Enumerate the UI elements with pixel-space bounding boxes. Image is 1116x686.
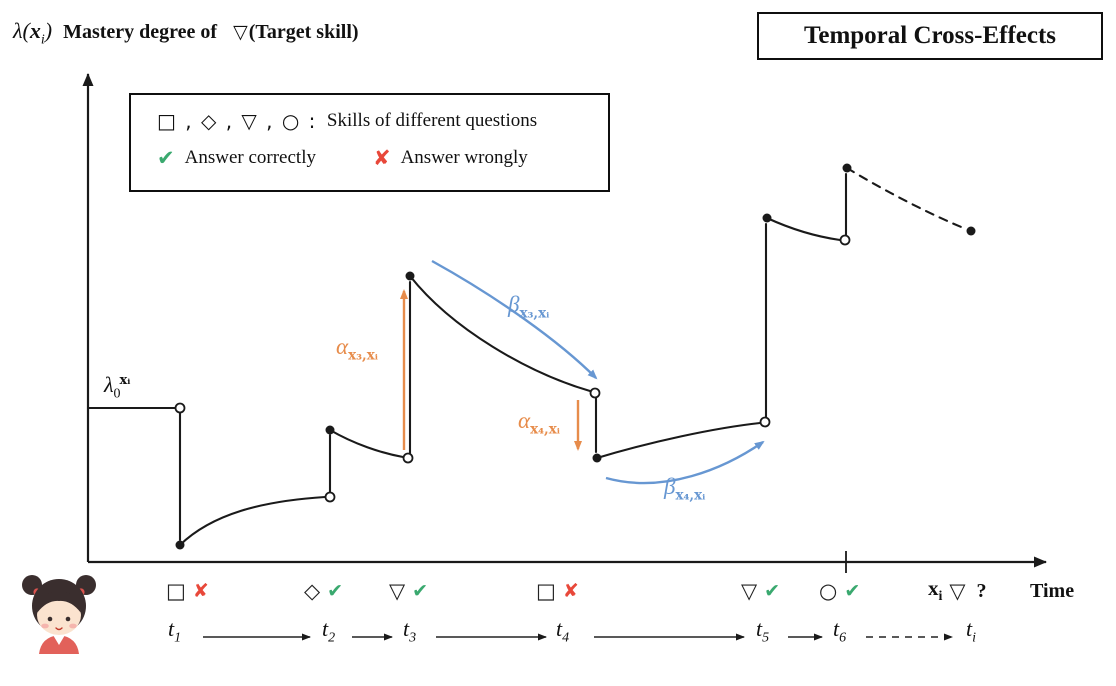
correct-icon: ✔ <box>764 580 781 602</box>
time-t1: t1 <box>168 616 182 646</box>
target-skill-text: (Target skill) <box>248 21 359 43</box>
beta-decay-arrows <box>431 259 765 485</box>
square-skill-icon: □ <box>166 579 186 603</box>
event-mark-ti: xi ▽ ? <box>928 576 987 606</box>
event-mark-t1: □ ✘ <box>166 576 209 606</box>
alpha-x3-label: αx₃,xᵢ <box>336 334 379 364</box>
unknown-result-label: ? <box>976 579 987 602</box>
initial-mastery-label: λ0xᵢ <box>104 372 131 402</box>
legend-results-row: ✔ Answer correctly ✘ Answer wrongly <box>157 146 608 170</box>
square-skill-icon: □ <box>536 579 556 603</box>
event-mark-t2: ◇ ✔ <box>304 576 343 606</box>
target-skill-triangle-icon: ▽ <box>233 21 248 43</box>
alpha-x4-label: αx₄,xᵢ <box>518 408 561 438</box>
beta-x4-arrow <box>605 440 765 485</box>
curve-points <box>174 163 976 550</box>
time-t5: t5 <box>756 616 770 646</box>
time-t6: t6 <box>833 616 847 646</box>
lambda-x-label: λ(xi) <box>13 18 53 48</box>
beta-x4-label: βx₄,xᵢ <box>664 474 706 504</box>
correct-icon: ✔ <box>844 580 861 602</box>
wrong-icon: ✘ <box>562 580 579 602</box>
time-t3: t3 <box>403 616 417 646</box>
triangle-skill-icon: ▽ <box>949 579 966 603</box>
time-t2: t2 <box>322 616 336 646</box>
correct-icon: ✔ <box>327 580 344 602</box>
mastery-degree-text: Mastery degree of <box>63 21 218 43</box>
event-mark-t3: ▽ ✔ <box>389 576 428 606</box>
next-question-label: xi <box>928 576 943 605</box>
triangle-skill-icon: ▽ <box>741 579 758 603</box>
legend-skills-text: Skills of different questions <box>326 110 538 131</box>
time-axis-label: Time <box>1030 580 1075 602</box>
time-ti: ti <box>966 616 977 646</box>
event-mark-t5: ▽ ✔ <box>741 576 780 606</box>
cross-icon: ✘ <box>372 146 391 170</box>
correct-icon: ✔ <box>412 580 429 602</box>
mastery-curve <box>86 166 968 547</box>
beta-x3-arrow <box>431 259 598 380</box>
legend-skills-row: □ , ◇ , ▽ , ○ : Skills of different ques… <box>157 109 608 133</box>
diamond-skill-icon: ◇ <box>304 579 321 603</box>
event-mark-t6: ○ ✔ <box>819 576 860 606</box>
circle-skill-icon: ○ <box>819 579 838 603</box>
y-axis-title: λ(xi) Mastery degree of ▽ (Target skill) <box>13 18 359 48</box>
predicted-decay-dashed <box>845 166 968 231</box>
student-avatar-icon <box>22 575 96 654</box>
figure-title: Temporal Cross-Effects <box>757 12 1103 60</box>
skill-symbols-icons: □ , ◇ , ▽ , ○ : <box>157 109 317 133</box>
time-t4: t4 <box>556 616 570 646</box>
wrong-icon: ✘ <box>192 580 209 602</box>
legend-correct-text: Answer correctly <box>184 147 316 168</box>
legend-wrong-text: Answer wrongly <box>400 147 528 168</box>
triangle-skill-icon: ▽ <box>389 579 406 603</box>
legend: □ , ◇ , ▽ , ○ : Skills of different ques… <box>129 93 610 192</box>
alpha-jump-arrows <box>400 289 582 451</box>
event-mark-t4: □ ✘ <box>536 576 579 606</box>
beta-x3-label: βx₃,xᵢ <box>508 292 550 322</box>
x-axis <box>88 551 1047 573</box>
check-icon: ✔ <box>157 146 175 170</box>
